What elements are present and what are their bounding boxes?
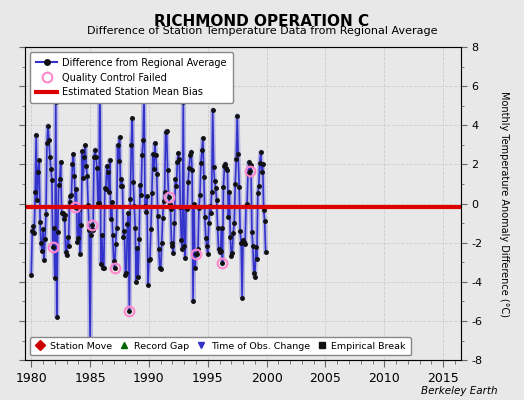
Legend: Station Move, Record Gap, Time of Obs. Change, Empirical Break: Station Move, Record Gap, Time of Obs. C… — [30, 337, 411, 356]
Text: RICHMOND OPERATION C: RICHMOND OPERATION C — [155, 14, 369, 29]
Text: Difference of Station Temperature Data from Regional Average: Difference of Station Temperature Data f… — [87, 26, 437, 36]
Text: Berkeley Earth: Berkeley Earth — [421, 386, 498, 396]
Y-axis label: Monthly Temperature Anomaly Difference (°C): Monthly Temperature Anomaly Difference (… — [499, 90, 509, 316]
